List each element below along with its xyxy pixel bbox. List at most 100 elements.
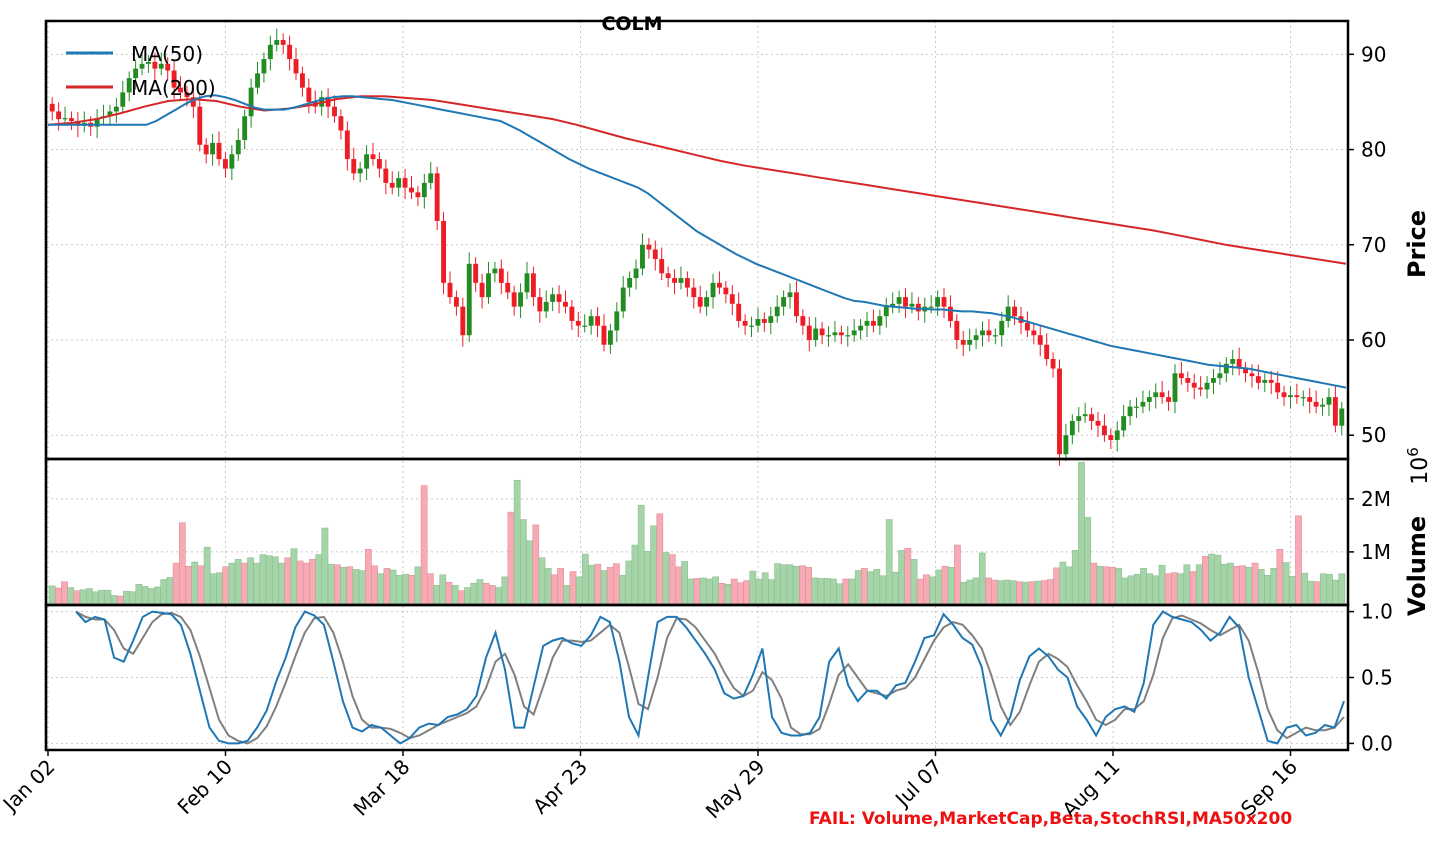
candle-up bbox=[1153, 392, 1159, 398]
candle-down bbox=[1159, 392, 1165, 398]
volume-bar bbox=[960, 581, 967, 606]
candle-down bbox=[1249, 373, 1255, 377]
candle-down bbox=[190, 97, 196, 107]
candle-down bbox=[1031, 330, 1037, 336]
candle-up bbox=[486, 273, 491, 298]
volume-bar bbox=[79, 589, 87, 606]
volume-bar bbox=[706, 578, 713, 606]
volume-bar bbox=[296, 560, 304, 606]
volume-tick-label: 2M bbox=[1361, 487, 1391, 511]
volume-bar bbox=[730, 578, 738, 606]
candle-down bbox=[69, 118, 74, 121]
volume-bar bbox=[110, 595, 118, 606]
candle-down bbox=[723, 287, 729, 295]
volume-bar bbox=[823, 578, 831, 606]
volume-bar bbox=[1028, 581, 1036, 606]
volume-bar bbox=[923, 574, 930, 606]
candle-up bbox=[235, 140, 241, 155]
volume-bar bbox=[687, 578, 695, 606]
candle-up bbox=[607, 330, 613, 345]
volume-bar bbox=[464, 587, 471, 606]
volume-bar bbox=[625, 560, 633, 606]
candle-down bbox=[646, 244, 652, 250]
candle-down bbox=[1307, 397, 1313, 402]
price-legend: MA(50) MA(200) bbox=[66, 42, 216, 100]
candle-down bbox=[415, 192, 421, 198]
volume-bar bbox=[265, 555, 273, 606]
candle-up bbox=[858, 325, 864, 331]
volume-bar bbox=[668, 554, 676, 606]
volume-bar bbox=[1133, 573, 1141, 606]
volume-bar bbox=[724, 584, 732, 606]
volume-bar bbox=[526, 540, 533, 606]
candle-up bbox=[113, 106, 119, 112]
candle-up bbox=[588, 316, 594, 326]
volume-bar bbox=[1090, 562, 1098, 606]
volume-bar bbox=[780, 564, 788, 606]
candle-up bbox=[146, 61, 151, 64]
volume-bar bbox=[656, 513, 664, 606]
volume-scale-label: 106 bbox=[1404, 447, 1433, 485]
candle-up bbox=[466, 263, 472, 336]
volume-bar bbox=[743, 580, 750, 606]
volume-bar bbox=[792, 565, 800, 606]
volume-bar bbox=[532, 524, 540, 606]
volume-bar bbox=[904, 547, 912, 606]
volume-bar bbox=[854, 570, 862, 606]
volume-bar bbox=[1003, 579, 1011, 606]
candle-up bbox=[896, 297, 902, 304]
volume-bar bbox=[414, 566, 422, 606]
price-tick-label: 60 bbox=[1361, 328, 1386, 352]
volume-bar bbox=[985, 577, 992, 606]
volume-bar bbox=[1332, 579, 1340, 606]
candle-down bbox=[49, 103, 55, 112]
candle-up bbox=[1320, 404, 1325, 407]
volume-bar bbox=[1109, 567, 1116, 606]
candle-down bbox=[652, 249, 658, 260]
volume-bar bbox=[805, 567, 812, 606]
volume-bar bbox=[420, 485, 428, 606]
candle-down bbox=[537, 297, 543, 312]
candle-down bbox=[338, 116, 344, 131]
candle-up bbox=[620, 287, 626, 312]
candle-up bbox=[261, 59, 267, 74]
candle-up bbox=[1262, 379, 1268, 383]
price-tick-label: 80 bbox=[1361, 138, 1386, 162]
volume-bar bbox=[563, 585, 571, 606]
candle-down bbox=[1024, 322, 1030, 331]
volume-bar bbox=[1171, 572, 1178, 606]
volume-bar bbox=[271, 556, 279, 606]
volume-bar bbox=[575, 576, 583, 606]
volume-bar bbox=[1071, 550, 1079, 606]
volume-bar bbox=[1115, 568, 1123, 606]
candle-down bbox=[1268, 379, 1274, 383]
candle-up bbox=[524, 273, 530, 293]
volume-bar bbox=[755, 578, 763, 606]
stoch-tick-label: 0.0 bbox=[1361, 731, 1393, 755]
candle-up bbox=[1127, 406, 1133, 417]
candle-down bbox=[152, 61, 158, 69]
candle-up bbox=[877, 316, 883, 326]
candle-down bbox=[717, 282, 722, 288]
candle-up bbox=[107, 111, 113, 117]
volume-bar bbox=[427, 573, 434, 606]
stoch-tick-label: 0.5 bbox=[1361, 666, 1393, 690]
x-tick-label: Jul 07 bbox=[889, 755, 947, 813]
candle-up bbox=[992, 335, 998, 337]
candle-up bbox=[242, 116, 248, 141]
volume-bar bbox=[774, 563, 781, 606]
volume-bar bbox=[867, 571, 874, 606]
candlesticks bbox=[49, 28, 1345, 466]
volume-bar bbox=[1226, 562, 1234, 606]
stoch-tick-label: 1.0 bbox=[1361, 600, 1393, 624]
candle-down bbox=[1057, 368, 1062, 455]
volume-bar bbox=[160, 579, 168, 606]
candle-down bbox=[216, 142, 222, 160]
candle-down bbox=[819, 328, 825, 336]
candle-down bbox=[729, 294, 735, 304]
candle-down bbox=[184, 92, 190, 98]
candle-up bbox=[890, 303, 896, 307]
x-tick-label: Jan 02 bbox=[0, 755, 60, 818]
volume-bar bbox=[445, 581, 453, 606]
